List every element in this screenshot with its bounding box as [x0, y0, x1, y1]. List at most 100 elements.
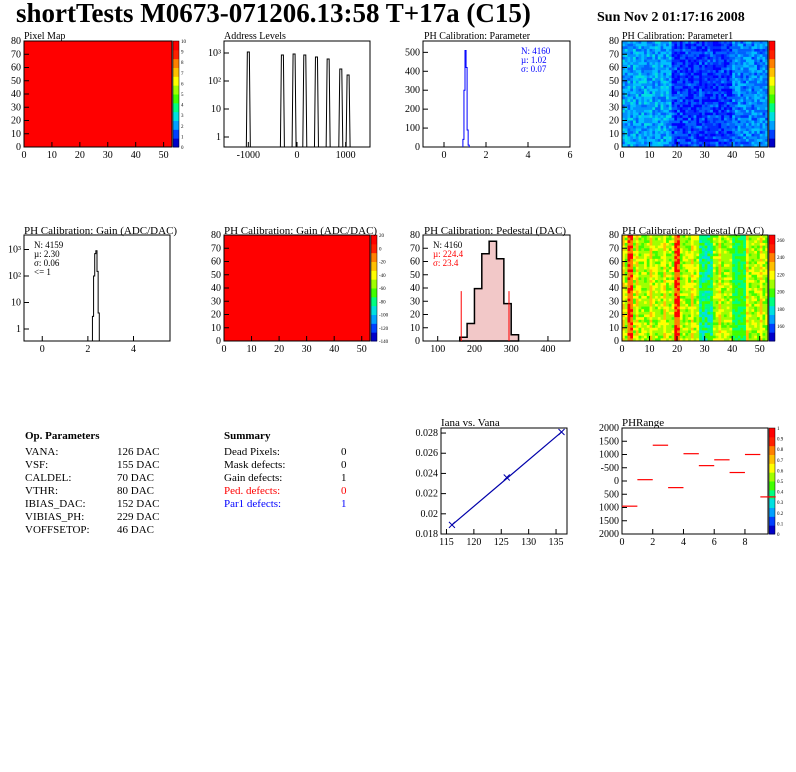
heat-cell — [674, 112, 678, 116]
heat-cell — [718, 43, 722, 47]
heat-cell — [718, 104, 722, 108]
heat-cell — [765, 314, 769, 318]
heat-cell — [762, 319, 766, 323]
x-tick-label: 0 — [620, 537, 625, 548]
heat-cell — [655, 293, 659, 297]
heat-cell — [732, 295, 736, 299]
heat-cell — [674, 99, 678, 103]
heat-cell — [655, 311, 659, 315]
heat-cell — [635, 325, 639, 329]
heat-cell — [663, 258, 667, 262]
color-palette — [370, 234, 378, 342]
heat-cell — [734, 306, 738, 310]
heat-cell — [707, 120, 711, 124]
heat-cell — [655, 64, 659, 68]
heat-cell — [624, 288, 628, 291]
heat-cell — [721, 64, 725, 68]
palette-cell — [371, 261, 377, 271]
heat-cell — [679, 131, 683, 135]
op-param-name: VSF: — [25, 459, 49, 471]
op-param-row: VTHR: 80 DAC — [25, 485, 185, 498]
heat-cell — [759, 131, 763, 135]
heat-cell — [622, 67, 626, 71]
heat-cell — [718, 317, 722, 321]
heat-cell — [765, 325, 769, 329]
heat-cell — [762, 240, 766, 244]
heat-cell — [666, 248, 670, 252]
heat-cell — [715, 335, 719, 339]
heat-cell — [707, 115, 711, 119]
heat-cell — [756, 101, 761, 105]
heat-cell — [732, 41, 736, 44]
heat-cell — [729, 274, 733, 278]
heat-cell — [638, 272, 642, 276]
heat-cell — [660, 335, 664, 339]
heat-cell — [765, 125, 769, 129]
heat-cell — [666, 104, 670, 108]
heat-cell — [666, 62, 670, 66]
heat-cell — [754, 128, 758, 132]
heat-cell — [688, 235, 692, 238]
heat-cell — [737, 96, 741, 100]
heat-cell — [721, 240, 725, 244]
heat-cell — [715, 131, 719, 135]
heat-cell — [759, 277, 763, 281]
y-tick-label: 30 — [11, 102, 21, 113]
heat-cell — [759, 107, 763, 111]
heat-cell — [649, 258, 653, 262]
heat-cell — [685, 327, 689, 331]
heat-cell — [710, 75, 714, 79]
heat-cell — [734, 54, 738, 58]
heat-cell — [696, 123, 700, 127]
heat-cell — [690, 293, 694, 297]
heat-cell — [679, 330, 683, 334]
heat-cell — [627, 64, 631, 68]
palette-cell — [769, 235, 775, 245]
heat-cell — [762, 109, 766, 113]
heat-cell — [701, 277, 705, 281]
heat-cell — [627, 285, 631, 289]
heat-cell — [734, 43, 738, 47]
heat-cell — [627, 266, 631, 270]
heat-cell — [715, 94, 719, 97]
heat-cell — [641, 91, 645, 95]
heat-cell — [699, 104, 703, 108]
heat-cell — [740, 101, 744, 105]
heat-cell — [668, 285, 672, 289]
heat-cell — [712, 46, 716, 50]
heat-cell — [748, 62, 752, 66]
heat-cell — [657, 261, 661, 265]
heat-cell — [740, 133, 744, 137]
heat-cell — [624, 91, 628, 95]
heat-cell — [668, 309, 672, 313]
heat-cell — [712, 41, 716, 44]
z-tick-label: 200 — [777, 291, 785, 296]
heat-cell — [677, 250, 681, 254]
heat-cell — [666, 99, 670, 103]
heat-cell — [721, 272, 725, 276]
heat-cell — [660, 128, 664, 132]
heat-cell — [759, 109, 763, 113]
heat-cell — [710, 253, 714, 257]
heat-cell — [666, 335, 670, 339]
x-tick-label: 6 — [568, 150, 573, 161]
heat-cell — [710, 319, 714, 323]
heat-cell — [633, 136, 637, 140]
heat-cell — [745, 128, 750, 132]
heat-cell — [704, 309, 708, 313]
heat-cell — [624, 303, 628, 307]
heat-cell — [726, 290, 730, 294]
heat-cell — [726, 253, 730, 257]
heat-cell — [627, 293, 631, 297]
heat-cell — [737, 139, 741, 142]
stat-label: µ: 224.4 — [433, 249, 464, 259]
heat-cell — [762, 56, 766, 60]
heat-cell — [740, 78, 744, 82]
heat-cell — [718, 295, 722, 299]
heat-cell — [638, 133, 642, 137]
heat-cell — [690, 139, 694, 142]
heat-cell — [710, 43, 714, 47]
heat-cell — [734, 285, 738, 289]
heat-cell — [710, 264, 714, 268]
heat-cell — [756, 301, 761, 305]
